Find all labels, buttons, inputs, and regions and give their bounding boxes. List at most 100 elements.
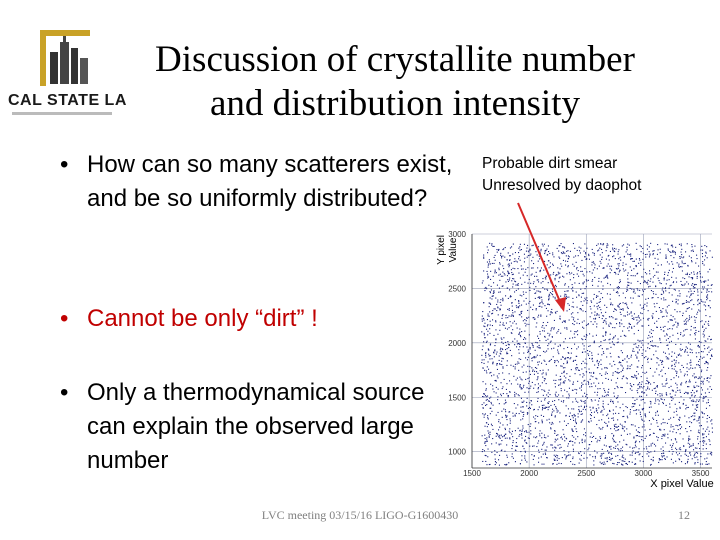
scatter-point (563, 372, 565, 374)
scatter-point (639, 404, 641, 406)
scatter-point (567, 357, 569, 359)
scatter-point (697, 438, 699, 440)
scatter-point (581, 420, 583, 422)
scatter-point (652, 375, 654, 377)
scatter-point (559, 375, 561, 377)
scatter-point (508, 327, 510, 329)
scatter-point (639, 382, 641, 384)
scatter-point (487, 313, 489, 315)
scatter-point (537, 391, 539, 393)
scatter-point (543, 327, 545, 329)
scatter-point (541, 432, 543, 434)
scatter-point (532, 445, 534, 447)
scatter-point (594, 321, 596, 323)
scatter-point (500, 350, 502, 352)
scatter-point (613, 271, 615, 273)
scatter-point (669, 319, 671, 321)
scatter-point (663, 279, 665, 281)
scatter-point (593, 460, 595, 462)
scatter-point (679, 406, 681, 408)
scatter-point (694, 367, 696, 369)
scatter-point (679, 407, 681, 409)
scatter-point (498, 419, 500, 421)
scatter-point (593, 252, 595, 254)
scatter-point (579, 250, 581, 252)
scatter-point (531, 360, 533, 362)
scatter-point (529, 425, 531, 427)
scatter-point (582, 304, 584, 306)
scatter-point (501, 257, 503, 259)
scatter-point (533, 281, 535, 283)
bullet-text: Only a thermodynamical source can explai… (87, 379, 425, 474)
scatter-point (501, 440, 503, 442)
scatter-point (706, 295, 708, 297)
scatter-point (683, 399, 685, 401)
scatter-point (657, 249, 659, 251)
scatter-point (628, 284, 630, 286)
scatter-point (506, 419, 508, 421)
scatter-point (650, 463, 652, 465)
scatter-point (530, 274, 532, 276)
scatter-point (499, 279, 501, 281)
scatter-point (681, 262, 683, 264)
scatter-point (680, 280, 682, 282)
scatter-point (614, 388, 616, 390)
scatter-point (655, 392, 657, 394)
scatter-point (703, 378, 705, 380)
scatter-point (709, 300, 711, 302)
scatter-point (688, 438, 690, 440)
scatter-point (483, 414, 485, 416)
scatter-point (704, 255, 706, 257)
scatter-point (600, 309, 602, 311)
scatter-point (533, 436, 535, 438)
scatter-point (571, 428, 573, 430)
scatter-point (619, 256, 621, 258)
scatter-point (573, 274, 575, 276)
scatter-point (501, 449, 503, 451)
scatter-point (665, 311, 667, 313)
scatter-point (689, 426, 691, 428)
scatter-point (669, 403, 671, 405)
scatter-point (642, 392, 644, 394)
scatter-point (636, 323, 638, 325)
scatter-point (699, 302, 701, 304)
scatter-point (664, 273, 666, 275)
scatter-point (644, 281, 646, 283)
scatter-point (595, 437, 597, 439)
scatter-point (633, 410, 635, 412)
scatter-point (626, 304, 628, 306)
scatter-point (645, 416, 647, 418)
scatter-point (493, 374, 495, 376)
scatter-point (578, 295, 580, 297)
scatter-point (584, 288, 586, 290)
scatter-point (707, 271, 709, 273)
scatter-point (676, 408, 678, 410)
scatter-point (680, 349, 682, 351)
scatter-point (617, 395, 619, 397)
scatter-point (579, 387, 581, 389)
scatter-point (602, 321, 604, 323)
scatter-point (603, 339, 605, 341)
scatter-point (600, 281, 602, 283)
scatter-point (616, 342, 618, 344)
scatter-point (600, 345, 602, 347)
scatter-point (511, 453, 513, 455)
scatter-point (533, 317, 535, 319)
scatter-point (668, 367, 670, 369)
scatter-point (691, 246, 693, 248)
scatter-point (498, 436, 500, 438)
scatter-point (514, 414, 516, 416)
scatter-point (544, 397, 546, 399)
scatter-point (525, 291, 527, 293)
scatter-point (481, 318, 483, 320)
scatter-point (672, 398, 674, 400)
scatter-point (581, 438, 583, 440)
scatter-point (610, 428, 612, 430)
scatter-point (656, 436, 658, 438)
scatter-point (608, 417, 610, 419)
scatter-point (568, 387, 570, 389)
scatter-point (676, 384, 678, 386)
scatter-point (582, 408, 584, 410)
scatter-point (619, 441, 621, 443)
scatter-point (618, 258, 620, 260)
